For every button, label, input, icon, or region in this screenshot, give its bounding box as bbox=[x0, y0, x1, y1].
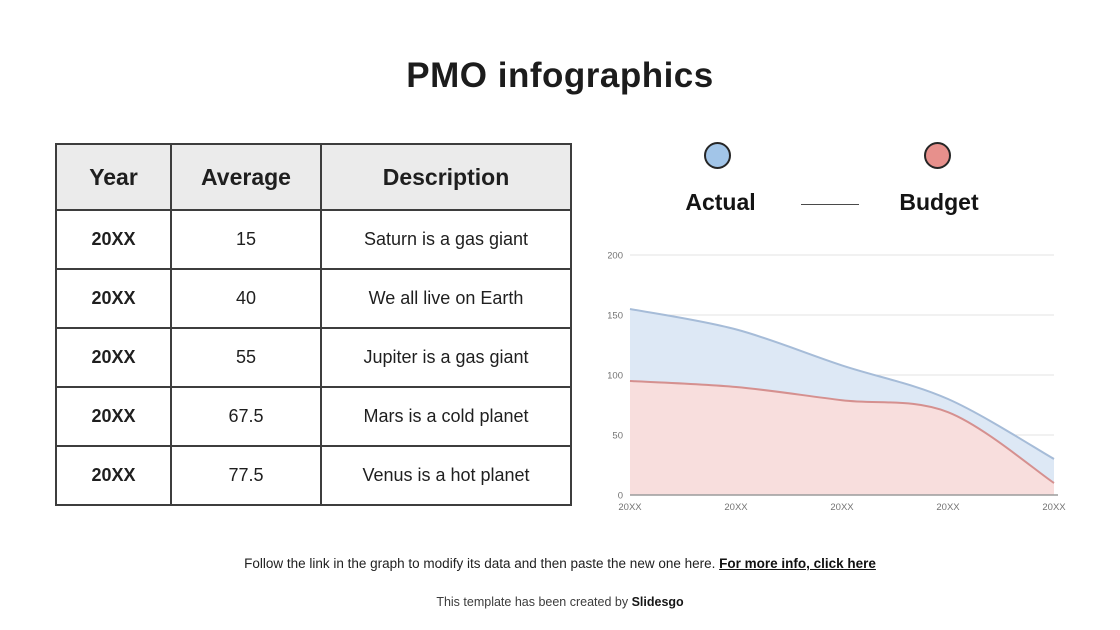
budget-area bbox=[630, 381, 1054, 495]
cell-average: 67.5 bbox=[170, 386, 322, 447]
chart-y-tick-label: 100 bbox=[608, 371, 623, 382]
cell-year: 20XX bbox=[55, 209, 172, 270]
cell-average: 40 bbox=[170, 268, 322, 329]
chart-y-tick-label: 0 bbox=[618, 491, 623, 502]
cell-description: Venus is a hot planet bbox=[320, 445, 572, 506]
cell-year: 20XX bbox=[55, 327, 172, 388]
table-row: 20XX 67.5 Mars is a cold planet bbox=[55, 386, 572, 447]
cell-average: 77.5 bbox=[170, 445, 322, 506]
table-row: 20XX 77.5 Venus is a hot planet bbox=[55, 445, 572, 506]
budget-legend-swatch bbox=[924, 142, 951, 169]
area-chart-svg: 0 50 100 150 200 20XX 20XX 20XX 20XX 20XX bbox=[608, 251, 1066, 514]
chart-y-tick-label: 150 bbox=[608, 311, 623, 322]
data-table: Year Average Description 20XX 15 Saturn … bbox=[55, 143, 572, 506]
brand-name: Slidesgo bbox=[631, 595, 684, 609]
cell-year: 20XX bbox=[55, 268, 172, 329]
page-title: PMO infographics bbox=[406, 56, 714, 95]
table-header-description: Description bbox=[320, 143, 572, 211]
cell-average: 15 bbox=[170, 209, 322, 270]
cell-year: 20XX bbox=[55, 445, 172, 506]
table-row: 20XX 40 We all live on Earth bbox=[55, 268, 572, 329]
cell-description: Jupiter is a gas giant bbox=[320, 327, 572, 388]
cell-description: Mars is a cold planet bbox=[320, 386, 572, 447]
chart-x-tick-label: 20XX bbox=[724, 502, 748, 513]
budget-line bbox=[629, 380, 1055, 484]
actual-legend-swatch bbox=[704, 142, 731, 169]
cell-average: 55 bbox=[170, 327, 322, 388]
budget-legend-label: Budget bbox=[899, 189, 979, 215]
footer-instruction-text: Follow the link in the graph to modify i… bbox=[244, 556, 720, 571]
more-info-link[interactable]: For more info, click here bbox=[719, 556, 876, 571]
chart-y-tick-label: 50 bbox=[612, 431, 623, 442]
chart-x-tick-label: 20XX bbox=[1042, 502, 1066, 513]
table-header-average: Average bbox=[170, 143, 322, 211]
table-row: 20XX 15 Saturn is a gas giant bbox=[55, 209, 572, 270]
actual-line bbox=[629, 308, 1055, 460]
table-header-year: Year bbox=[55, 143, 172, 211]
cell-description: We all live on Earth bbox=[320, 268, 572, 329]
chart-x-tick-label: 20XX bbox=[830, 502, 854, 513]
cell-year: 20XX bbox=[55, 386, 172, 447]
footer-credit-text: This template has been created by bbox=[436, 595, 632, 609]
chart-x-tick-label: 20XX bbox=[618, 502, 642, 513]
footer-credit: This template has been created by Slides… bbox=[0, 595, 1120, 609]
table-header-row: Year Average Description bbox=[55, 143, 572, 211]
actual-legend-label: Actual bbox=[685, 189, 756, 215]
legend-divider-line bbox=[801, 204, 859, 205]
cell-description: Saturn is a gas giant bbox=[320, 209, 572, 270]
chart-y-tick-label: 200 bbox=[608, 251, 623, 262]
footer-instruction: Follow the link in the graph to modify i… bbox=[0, 556, 1120, 571]
chart-x-tick-label: 20XX bbox=[936, 502, 960, 513]
table-row: 20XX 55 Jupiter is a gas giant bbox=[55, 327, 572, 388]
